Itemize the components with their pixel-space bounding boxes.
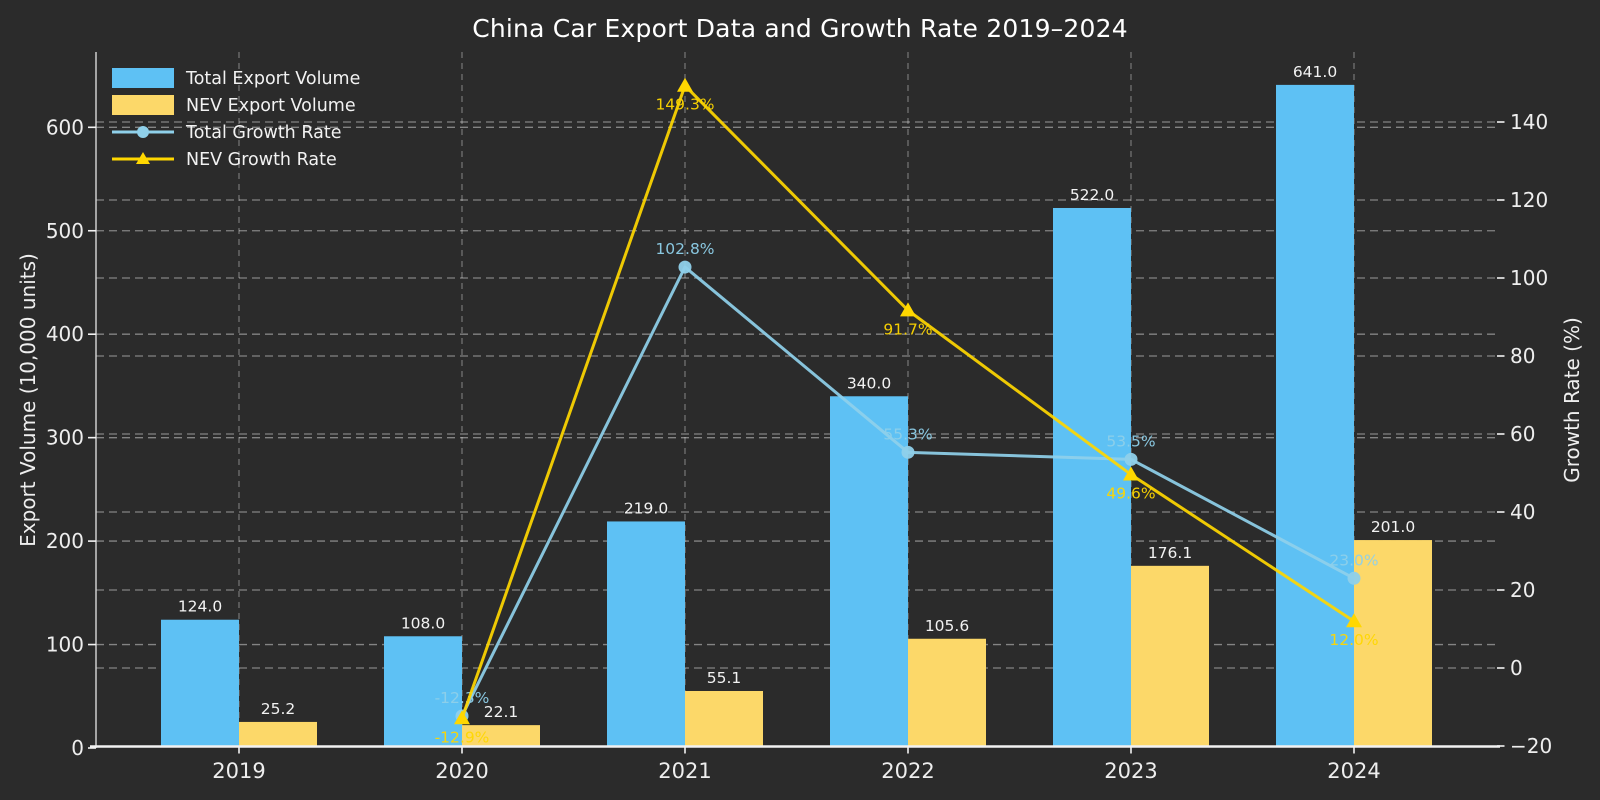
growth-rate-label: 23.0% [1329, 551, 1378, 569]
bar-value-label: 176.1 [1148, 544, 1192, 562]
x-tick-label: 2022 [881, 759, 934, 783]
right-tick-label: 100 [1510, 266, 1548, 290]
x-tick-label: 2020 [435, 759, 488, 783]
line-marker-triangle [1346, 613, 1362, 628]
bar-value-label: 55.1 [707, 669, 742, 687]
x-tick-label: 2019 [212, 759, 265, 783]
line-marker-circle [678, 260, 692, 274]
growth-rate-label: 53.5% [1106, 432, 1155, 450]
x-tick-label: 2023 [1104, 759, 1157, 783]
growth-rate-label: 12.0% [1329, 631, 1378, 649]
bar-value-label: 340.0 [847, 374, 891, 392]
right-tick-label: 80 [1510, 344, 1535, 368]
line-marker-triangle [1123, 466, 1139, 481]
line-marker-circle [1347, 571, 1361, 585]
total-export-bar [1276, 84, 1354, 747]
nev-export-bar [908, 638, 986, 747]
growth-rate-label: 91.7% [883, 320, 932, 338]
growth-rate-label: 49.6% [1106, 485, 1155, 503]
right-tick-label: 120 [1510, 188, 1548, 212]
total-export-bar [161, 619, 239, 747]
bar-value-label: 219.0 [624, 499, 668, 517]
bar-value-label: 201.0 [1371, 518, 1415, 536]
total-export-bar [384, 636, 462, 747]
left-tick-label: 500 [46, 219, 84, 243]
line-marker-triangle [677, 77, 693, 92]
line-marker-triangle [900, 302, 916, 317]
bar-value-label: 641.0 [1293, 63, 1337, 81]
legend-marker-triangle [136, 152, 150, 164]
bar-value-label: 108.0 [401, 614, 445, 632]
total-export-bar [607, 521, 685, 747]
legend-label: NEV Export Volume [186, 96, 356, 116]
nev-export-bar [1354, 540, 1432, 747]
x-tick-label: 2024 [1327, 759, 1380, 783]
left-tick-label: 100 [46, 633, 84, 657]
growth-rate-label: -12.3% [435, 689, 490, 707]
legend-label: NEV Growth Rate [186, 150, 337, 170]
line-marker-circle [1124, 452, 1138, 466]
left-tick-label: 0 [71, 736, 84, 760]
right-tick-label: 140 [1510, 110, 1548, 134]
growth-rate-label: 55.3% [883, 425, 932, 443]
line-marker-triangle [454, 710, 470, 725]
bar-value-label: 522.0 [1070, 186, 1114, 204]
legend-label: Total Export Volume [185, 69, 360, 89]
right-tick-label: 60 [1510, 422, 1535, 446]
growth-rate-label: 102.8% [655, 240, 714, 258]
x-tick-label: 2021 [658, 759, 711, 783]
left-tick-label: 600 [46, 115, 84, 139]
legend-swatch [112, 95, 174, 115]
right-tick-label: 40 [1510, 500, 1535, 524]
left-tick-label: 400 [46, 322, 84, 346]
legend-swatch [112, 68, 174, 88]
total-export-bar [1053, 207, 1131, 748]
legend-label: Total Growth Rate [185, 123, 341, 143]
growth-rate-label: 149.3% [655, 96, 714, 114]
right-tick-label: 0 [1510, 656, 1523, 680]
bar-value-label: 105.6 [925, 617, 969, 635]
left-tick-label: 200 [46, 529, 84, 553]
left-tick-label: 300 [46, 426, 84, 450]
chart-title: China Car Export Data and Growth Rate 20… [472, 14, 1128, 43]
nev-export-bar [239, 721, 317, 747]
bar-value-label: 25.2 [261, 700, 296, 718]
nev-export-bar [462, 725, 540, 747]
right-tick-label: 20 [1510, 578, 1535, 602]
bar-value-label: 124.0 [178, 598, 222, 616]
nev-export-bar [685, 690, 763, 747]
growth-rate-label: -12.9% [435, 728, 490, 746]
bar-value-label: 22.1 [484, 703, 519, 721]
legend-marker-circle [137, 126, 149, 138]
line-marker-circle [901, 445, 915, 459]
total-export-bar [830, 396, 908, 747]
nev-export-bar [1131, 565, 1209, 747]
right-tick-label: −20 [1510, 734, 1552, 758]
